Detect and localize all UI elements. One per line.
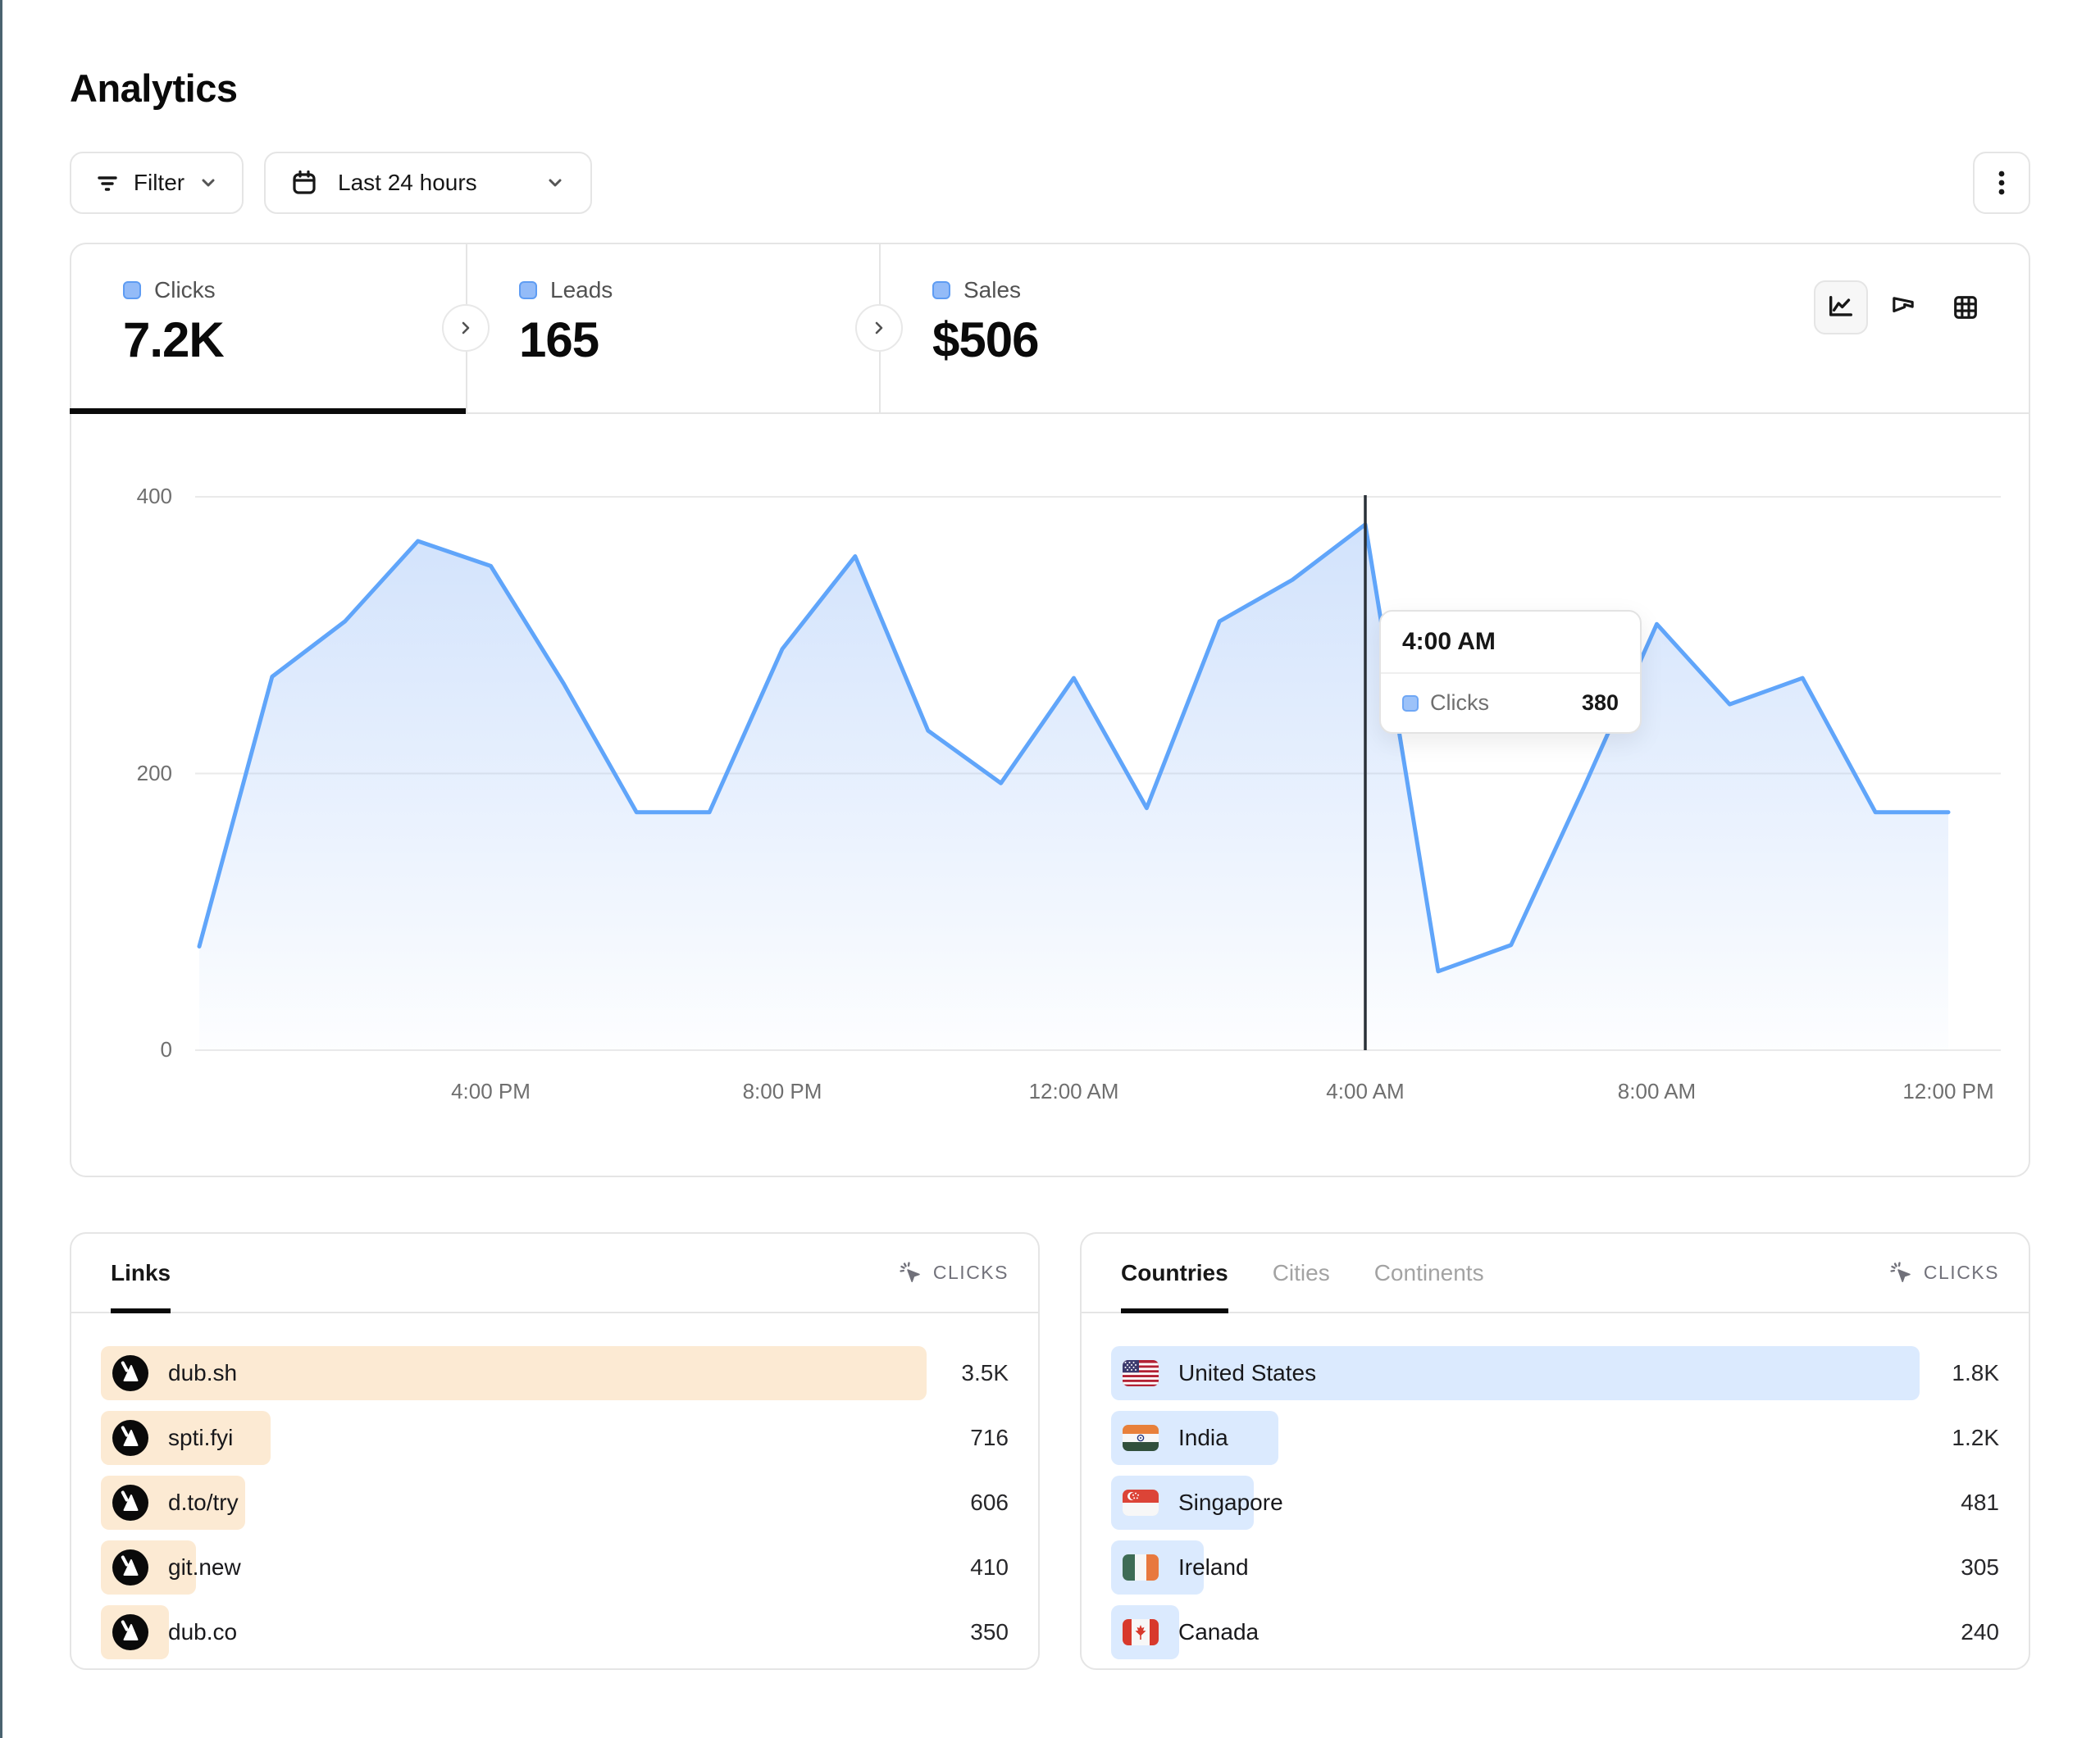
calendar-icon bbox=[290, 169, 318, 197]
sales-series-swatch-icon bbox=[932, 281, 950, 299]
countries-metric-header[interactable]: CLICKS bbox=[1889, 1234, 1999, 1312]
row-label: dub.co bbox=[168, 1619, 238, 1645]
kebab-menu-icon bbox=[1989, 167, 2014, 198]
filter-lines-icon bbox=[94, 170, 121, 196]
links-panel-header: Links CLICKS bbox=[71, 1234, 1038, 1313]
flag-singapore-icon bbox=[1123, 1490, 1159, 1516]
tab-leads-value: 165 bbox=[519, 312, 599, 367]
filter-button[interactable]: Filter bbox=[70, 152, 244, 214]
chevron-down-icon bbox=[198, 172, 219, 193]
row-label: d.to/try bbox=[168, 1490, 239, 1515]
tab-clicks-label: Clicks bbox=[154, 277, 216, 303]
chevron-right-icon bbox=[462, 321, 470, 334]
countries-metric-label: CLICKS bbox=[1923, 1262, 1999, 1283]
expand-leads-button[interactable] bbox=[855, 304, 903, 352]
tab-sales[interactable]: Sales $506 bbox=[879, 244, 1292, 409]
line-chart-icon bbox=[1829, 296, 1852, 316]
countries-panel-header: Countries Cities Continents CLICKS bbox=[1082, 1234, 2029, 1313]
dub-logo-icon bbox=[112, 1485, 148, 1521]
date-range-label: Last 24 hours bbox=[338, 170, 477, 195]
tab-leads[interactable]: Leads 165 bbox=[466, 244, 879, 409]
tab-leads-label: Leads bbox=[550, 277, 613, 303]
row-label: Ireland bbox=[1178, 1554, 1249, 1580]
row-value: 1.2K bbox=[1952, 1425, 1999, 1450]
row-value: 716 bbox=[970, 1425, 1009, 1450]
link-row[interactable]: dub.sh 3.5K bbox=[101, 1346, 1009, 1400]
filter-button-label: Filter bbox=[133, 170, 185, 195]
clicks-series-swatch-icon bbox=[1402, 694, 1419, 712]
row-label: Canada bbox=[1178, 1619, 1260, 1645]
row-label: dub.sh bbox=[168, 1360, 238, 1385]
tooltip-time: 4:00 AM bbox=[1381, 612, 1640, 674]
line-chart-view-button[interactable] bbox=[1814, 280, 1868, 334]
dub-logo-icon bbox=[112, 1549, 148, 1586]
country-row[interactable]: India 1.2K bbox=[1111, 1411, 1999, 1465]
row-value: 1.8K bbox=[1952, 1360, 1999, 1385]
tab-continents[interactable]: Continents bbox=[1373, 1259, 1484, 1285]
cursor-click-icon bbox=[900, 1261, 920, 1282]
chart-tooltip: 4:00 AM Clicks 380 bbox=[1379, 610, 1642, 734]
tooltip-value: 380 bbox=[1581, 690, 1619, 715]
dub-logo-icon bbox=[112, 1614, 148, 1650]
chevron-down-icon bbox=[544, 172, 566, 193]
row-label: United States bbox=[1178, 1360, 1317, 1385]
dub-logo-icon bbox=[112, 1355, 148, 1391]
flag-us-icon bbox=[1123, 1360, 1159, 1386]
value-bar bbox=[1111, 1346, 1920, 1400]
links-panel: Links CLICKS dub.sh 3.5K spti.fyi 716 d.to/t… bbox=[70, 1232, 1040, 1670]
link-row[interactable]: spti.fyi 716 bbox=[101, 1411, 1009, 1465]
country-row[interactable]: Ireland 305 bbox=[1111, 1540, 1999, 1595]
countries-panel: Countries Cities Continents CLICKS Unite… bbox=[1080, 1232, 2030, 1670]
country-row[interactable]: United States 1.8K bbox=[1111, 1346, 1999, 1400]
row-value: 305 bbox=[1961, 1554, 1999, 1580]
tooltip-series-label: Clicks bbox=[1430, 690, 1489, 715]
links-metric-label: CLICKS bbox=[932, 1262, 1009, 1283]
page-title: Analytics bbox=[70, 66, 238, 110]
value-bar bbox=[101, 1346, 927, 1400]
tab-links[interactable]: Links bbox=[111, 1234, 171, 1313]
row-value: 350 bbox=[970, 1619, 1009, 1645]
row-label: spti.fyi bbox=[168, 1425, 234, 1450]
active-tab-underline bbox=[70, 408, 466, 414]
row-value: 410 bbox=[970, 1554, 1009, 1580]
flag-india-icon bbox=[1123, 1425, 1159, 1451]
tab-countries[interactable]: Countries bbox=[1121, 1234, 1228, 1313]
screen-left-edge bbox=[0, 0, 2, 1738]
row-label: Singapore bbox=[1178, 1490, 1283, 1515]
table-view-button[interactable] bbox=[1938, 280, 1993, 334]
row-value: 606 bbox=[970, 1490, 1009, 1515]
link-row[interactable]: git.new 410 bbox=[101, 1540, 1009, 1595]
country-row[interactable]: Canada 240 bbox=[1111, 1605, 1999, 1659]
links-metric-header[interactable]: CLICKS bbox=[899, 1234, 1009, 1312]
more-menu-button[interactable] bbox=[1973, 152, 2030, 214]
tab-sales-label: Sales bbox=[963, 277, 1022, 303]
row-value: 3.5K bbox=[961, 1360, 1009, 1385]
leads-series-swatch-icon bbox=[519, 281, 537, 299]
tabs-bottom-border bbox=[70, 412, 2030, 414]
funnel-icon bbox=[1893, 297, 1914, 313]
funnel-view-button[interactable] bbox=[1876, 280, 1930, 334]
country-row[interactable]: Singapore 481 bbox=[1111, 1476, 1999, 1530]
link-row[interactable]: dub.co 350 bbox=[101, 1605, 1009, 1659]
tab-cities[interactable]: Cities bbox=[1272, 1259, 1330, 1285]
tab-clicks-value: 7.2K bbox=[123, 312, 225, 367]
link-row[interactable]: d.to/try 606 bbox=[101, 1476, 1009, 1530]
dub-logo-icon bbox=[112, 1420, 148, 1456]
date-range-button[interactable]: Last 24 hours bbox=[264, 152, 592, 214]
row-value: 240 bbox=[1961, 1619, 1999, 1645]
tab-clicks[interactable]: Clicks 7.2K bbox=[70, 244, 466, 409]
table-grid-icon bbox=[1954, 296, 1977, 319]
row-value: 481 bbox=[1961, 1490, 1999, 1515]
row-label: India bbox=[1178, 1425, 1228, 1450]
flag-ireland-icon bbox=[1123, 1554, 1159, 1581]
clicks-series-swatch-icon bbox=[123, 281, 141, 299]
tab-sales-value: $506 bbox=[932, 312, 1039, 367]
flag-canada-icon bbox=[1123, 1619, 1159, 1645]
row-label: git.new bbox=[168, 1554, 241, 1580]
expand-clicks-button[interactable] bbox=[442, 304, 490, 352]
chevron-right-icon bbox=[875, 321, 883, 334]
cursor-click-icon bbox=[1890, 1261, 1911, 1282]
